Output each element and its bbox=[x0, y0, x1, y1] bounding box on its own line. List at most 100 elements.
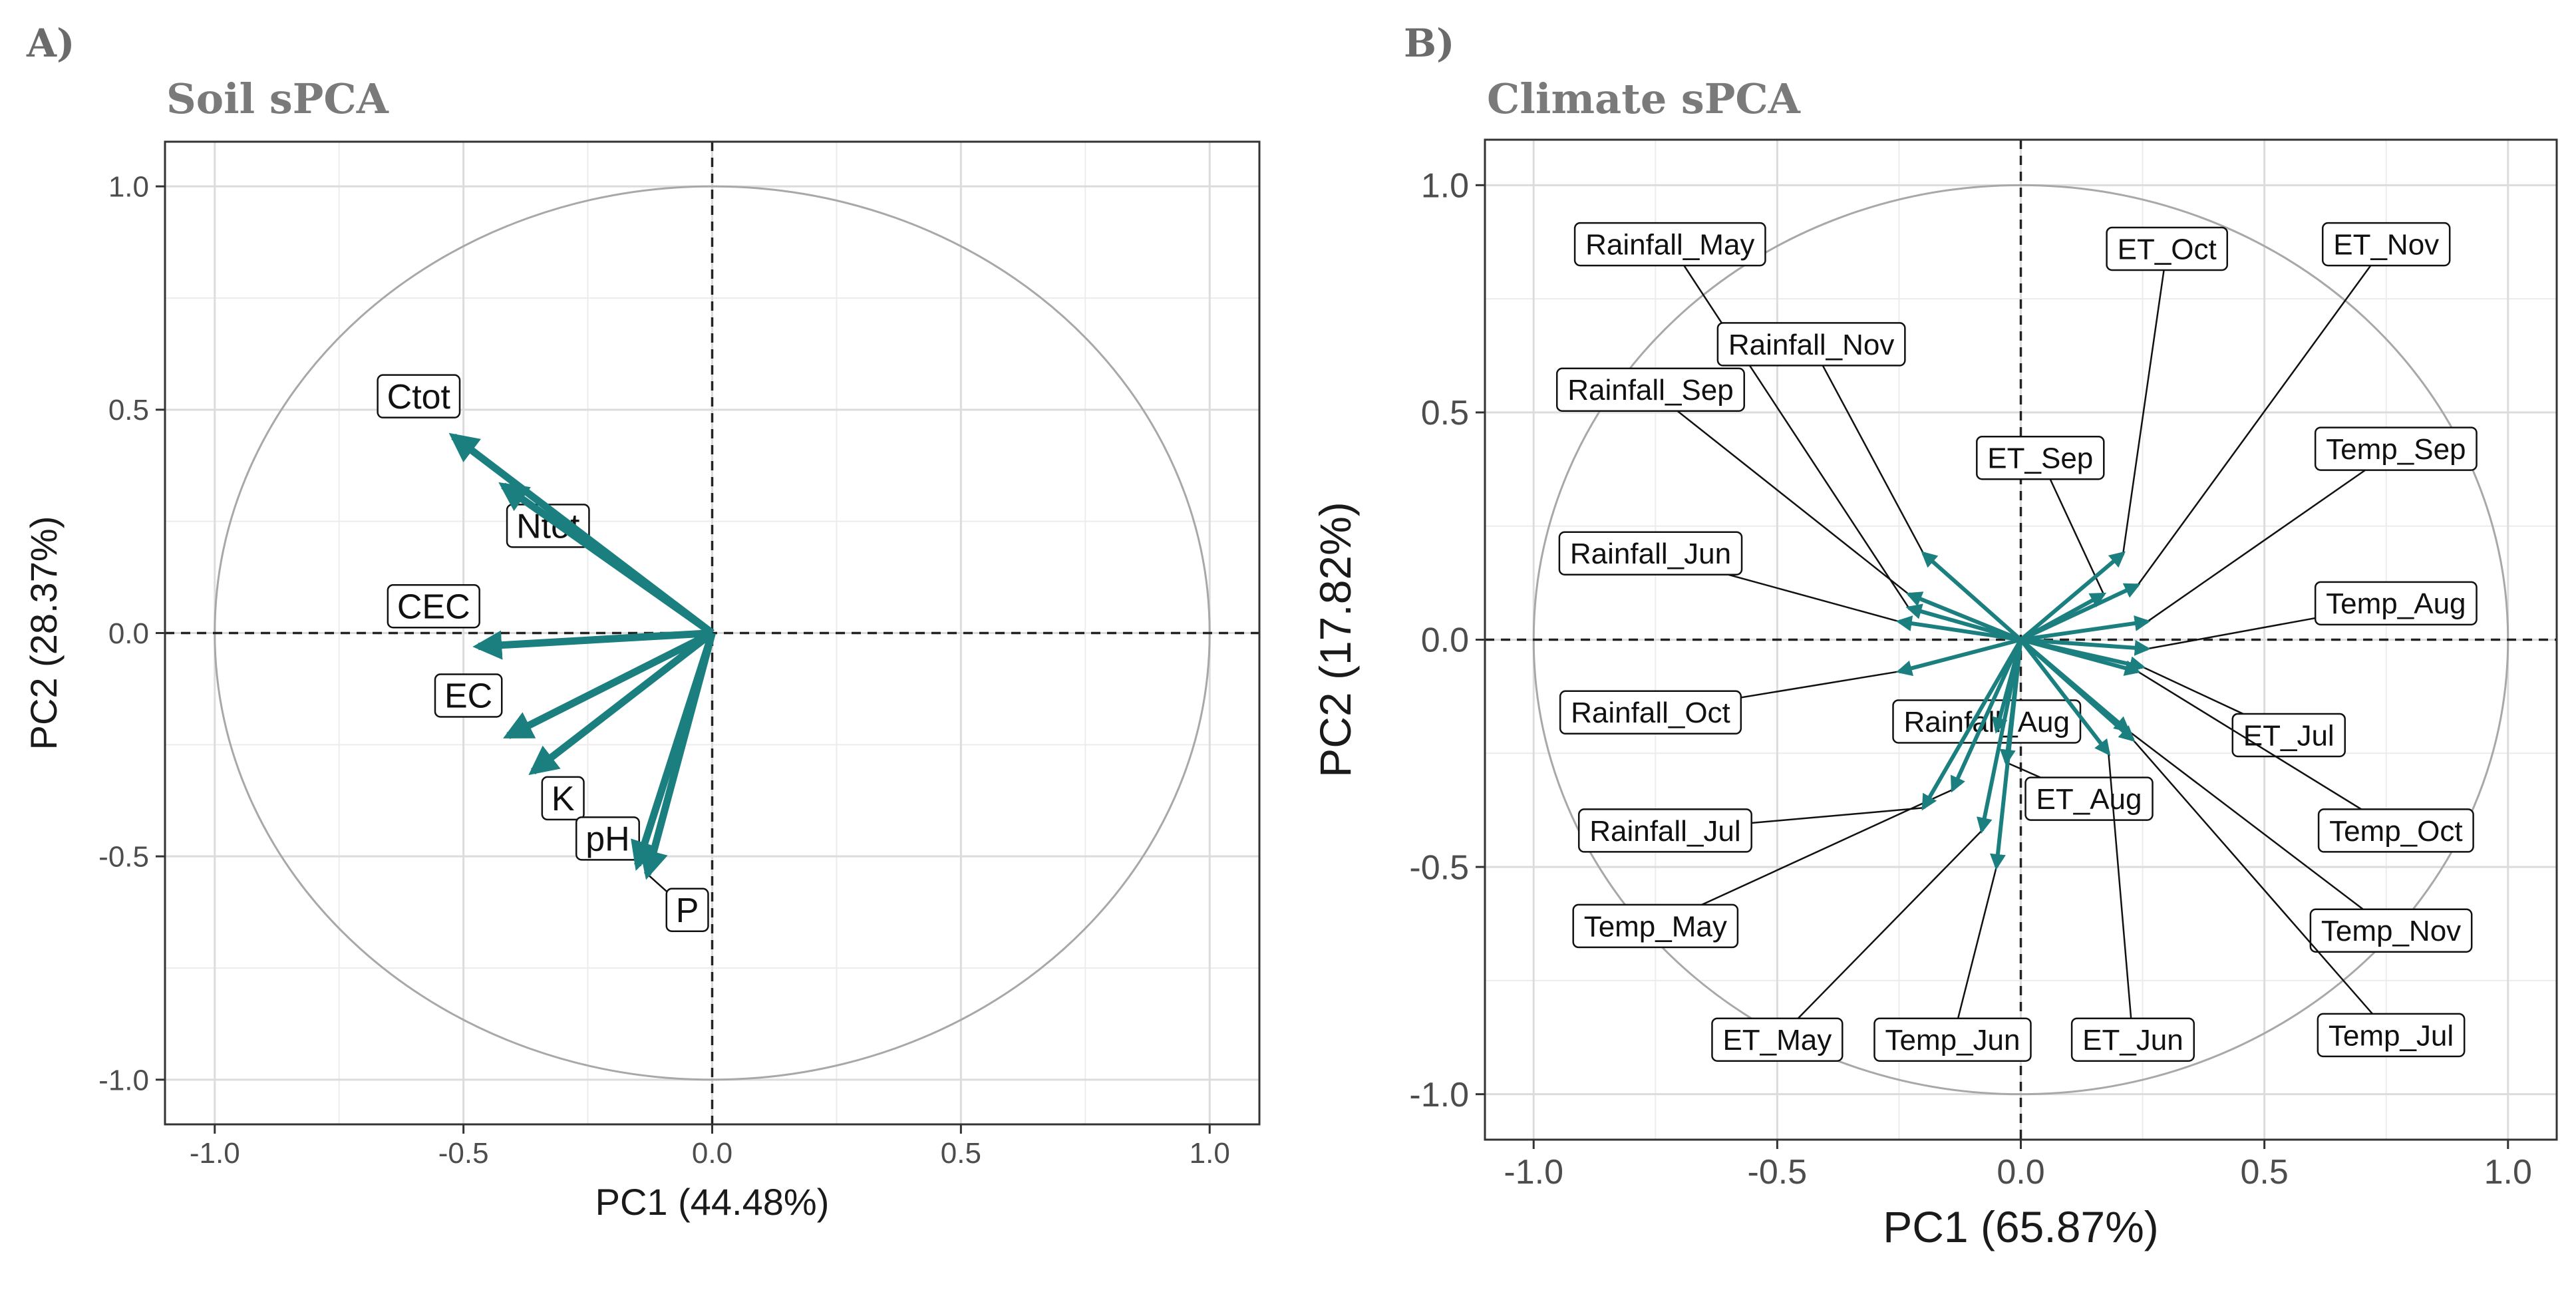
variable-label-et-jul: ET_Jul bbox=[2243, 719, 2334, 752]
variable-label-temp-jul: Temp_Jul bbox=[2329, 1019, 2454, 1052]
climate-x-tick-label: -1.0 bbox=[1504, 1153, 1563, 1192]
climate-y-tick-label: -0.5 bbox=[1409, 848, 1469, 887]
soil-y-tick-label: 0.5 bbox=[108, 394, 149, 426]
leader-line-temp-may bbox=[1655, 788, 1953, 927]
leader-line-et-may bbox=[1776, 830, 1983, 1041]
panel-tag-b: B) bbox=[1404, 21, 1454, 66]
leader-line-rainfall-sep bbox=[1650, 389, 1909, 595]
variable-label-et-jun: ET_Jun bbox=[2082, 1024, 2183, 1056]
loading-arrow-et-jun bbox=[2019, 638, 2111, 756]
variable-label-rainfall-jun: Rainfall_Jun bbox=[1570, 538, 1731, 570]
label-box-rainfall-jun bbox=[1558, 531, 1743, 575]
label-box-et-sep bbox=[1976, 435, 2105, 480]
soil-x-tick-label: 1.0 bbox=[1190, 1137, 1230, 1170]
loading-arrow-temp-sep bbox=[2020, 615, 2151, 642]
label-box-p bbox=[665, 888, 709, 932]
variable-label-temp-oct: Temp_Oct bbox=[2329, 815, 2463, 848]
loading-arrow-p bbox=[639, 632, 716, 880]
leader-line-et-sep bbox=[2039, 457, 2105, 595]
variable-label-temp-may: Temp_May bbox=[1584, 910, 1727, 943]
climate-x-tick-label: 0.5 bbox=[2240, 1153, 2288, 1192]
label-box-temp-aug bbox=[2314, 581, 2478, 626]
variable-label-temp-nov: Temp_Nov bbox=[2321, 915, 2461, 947]
label-box-k bbox=[541, 776, 585, 821]
climate-x-axis-title: PC1 (65.87%) bbox=[1883, 1202, 2159, 1251]
climate-y-tick-label: -1.0 bbox=[1409, 1076, 1469, 1114]
loading-arrow-rainfall-oct bbox=[1895, 637, 2022, 677]
climate-spca-panel: B) Climate sPCA Rainfall_May Rainfall_Nov… bbox=[1311, 21, 2558, 1251]
label-box-ctot bbox=[377, 374, 461, 418]
leader-line-temp-oct bbox=[2137, 671, 2397, 832]
soil-x-tick-label: -1.0 bbox=[190, 1137, 240, 1170]
soil-y-tick-label: 0.0 bbox=[108, 617, 149, 650]
soil-x-tick-label: 0.5 bbox=[941, 1137, 981, 1170]
label-box-et-oct bbox=[2106, 226, 2229, 271]
variable-label-ph: pH bbox=[585, 820, 629, 859]
variable-label-et-may: ET_May bbox=[1722, 1024, 1832, 1056]
label-box-temp-sep bbox=[2314, 426, 2478, 471]
leader-line-rainfall-may bbox=[1669, 243, 1910, 609]
variable-label-rainfall-may: Rainfall_May bbox=[1585, 229, 1754, 261]
variable-label-p: P bbox=[676, 891, 699, 930]
loading-arrow-temp-aug bbox=[2020, 637, 2151, 656]
variable-label-rainfall-nov: Rainfall_Nov bbox=[1728, 329, 1894, 361]
loading-arrow-cec bbox=[472, 629, 713, 660]
panel-tag-a: A) bbox=[26, 21, 75, 66]
soil-y-tick-label: 1.0 bbox=[108, 171, 149, 204]
label-box-et-jul bbox=[2231, 713, 2346, 758]
loading-arrow-temp-oct bbox=[2020, 637, 2141, 676]
soil-x-tick-label: 0.0 bbox=[692, 1137, 732, 1170]
leader-line-rainfall-nov bbox=[1810, 343, 1925, 554]
variable-label-rainfall-sep: Rainfall_Sep bbox=[1567, 374, 1734, 406]
soil-y-tick-label: -0.5 bbox=[98, 841, 149, 874]
soil-y-tick-label: -1.0 bbox=[98, 1064, 149, 1096]
loading-arrow-ntot bbox=[498, 482, 715, 636]
climate-x-tick-label: -0.5 bbox=[1748, 1153, 1808, 1192]
variable-label-temp-sep: Temp_Sep bbox=[2326, 433, 2466, 466]
variable-label-ctot: Ctot bbox=[387, 378, 451, 416]
climate-y-tick-label: 0.5 bbox=[1421, 394, 1469, 432]
panel-title-climate: Climate sPCA bbox=[1487, 75, 1801, 123]
label-box-rainfall-may bbox=[1573, 222, 1766, 267]
soil-y-axis-title: PC2 (28.37%) bbox=[23, 516, 65, 750]
label-box-temp-oct bbox=[2317, 808, 2474, 853]
label-box-rainfall-sep bbox=[1555, 367, 1745, 412]
soil-x-axis-title: PC1 (44.48%) bbox=[595, 1181, 830, 1223]
leader-line-et-jun bbox=[2108, 753, 2134, 1040]
label-box-et-jun bbox=[2070, 1017, 2195, 1062]
loading-arrow-et-may bbox=[1977, 639, 2023, 834]
variable-label-et-nov: ET_Nov bbox=[2333, 229, 2439, 261]
loading-arrow-et-sep bbox=[2020, 592, 2107, 642]
leader-line-temp-jun bbox=[1951, 866, 1998, 1041]
climate-y-tick-label: 1.0 bbox=[1421, 167, 1469, 206]
climate-loading-arrows bbox=[1895, 551, 2151, 870]
climate-axis-ticks: -1.0 -0.5 0.0 0.5 1.0 -1.0 -0.5 0.0 0.5 1.0 bbox=[1409, 167, 2532, 1192]
label-box-rainfall-jul bbox=[1577, 808, 1752, 853]
variable-label-k: K bbox=[552, 780, 575, 818]
label-box-rainfall-nov bbox=[1716, 322, 1906, 367]
loading-arrow-k bbox=[528, 630, 715, 776]
climate-x-tick-label: 0.0 bbox=[1997, 1153, 2044, 1192]
label-box-et-nov bbox=[2321, 222, 2451, 267]
leader-line-temp-nov bbox=[2127, 730, 2392, 931]
soil-axis-ticks: -1.0 -0.5 0.0 0.5 1.0 -1.0 -0.5 0.0 0.5 1.0 bbox=[98, 171, 1230, 1170]
loading-arrow-ec bbox=[503, 629, 714, 739]
soil-loading-arrows bbox=[448, 432, 716, 880]
variable-label-rainfall-oct: Rainfall_Oct bbox=[1571, 697, 1730, 729]
variable-label-temp-aug: Temp_Aug bbox=[2326, 587, 2466, 620]
label-box-et-may bbox=[1711, 1017, 1844, 1062]
climate-plot-area: Rainfall_May Rainfall_Nov Rainfall_Sep Rain… bbox=[1311, 138, 2558, 1251]
label-box-cec bbox=[387, 583, 480, 629]
variable-label-et-sep: ET_Sep bbox=[1987, 442, 2093, 475]
soil-x-tick-label: -0.5 bbox=[438, 1137, 489, 1170]
variable-label-ec: EC bbox=[444, 677, 492, 716]
loading-arrow-temp-jul bbox=[2019, 638, 2136, 742]
leader-line-et-oct bbox=[2122, 248, 2168, 554]
variable-label-et-oct: ET_Oct bbox=[2118, 233, 2217, 265]
panel-title-soil: Soil sPCA bbox=[166, 75, 389, 123]
leader-line-temp-jul bbox=[2132, 738, 2392, 1036]
